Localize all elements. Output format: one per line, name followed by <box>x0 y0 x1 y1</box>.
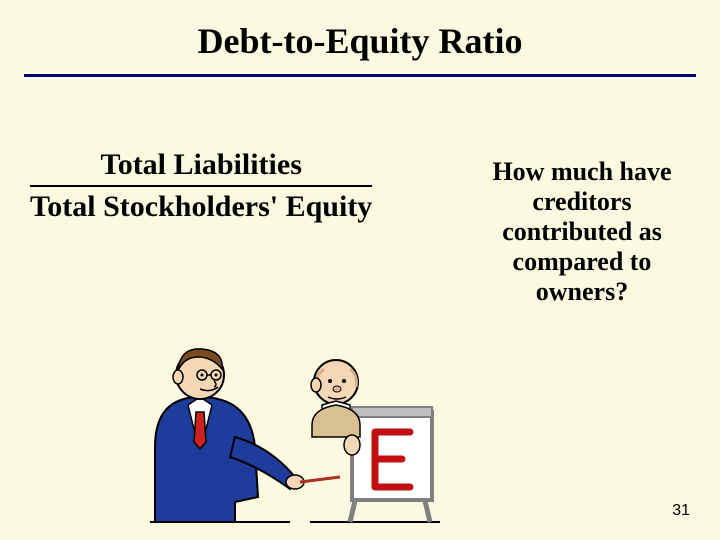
page-number: 31 <box>672 502 690 520</box>
ratio-formula: Total Liabilities Total Stockholders' Eq… <box>30 147 372 225</box>
question-text: How much have creditors contributed as c… <box>472 157 692 306</box>
businessmen-clipart-icon <box>140 327 450 527</box>
content-area: Total Liabilities Total Stockholders' Eq… <box>0 77 720 537</box>
slide-title: Debt-to-Equity Ratio <box>0 0 720 74</box>
formula-numerator: Total Liabilities <box>30 147 372 187</box>
formula-denominator: Total Stockholders' Equity <box>30 187 372 225</box>
